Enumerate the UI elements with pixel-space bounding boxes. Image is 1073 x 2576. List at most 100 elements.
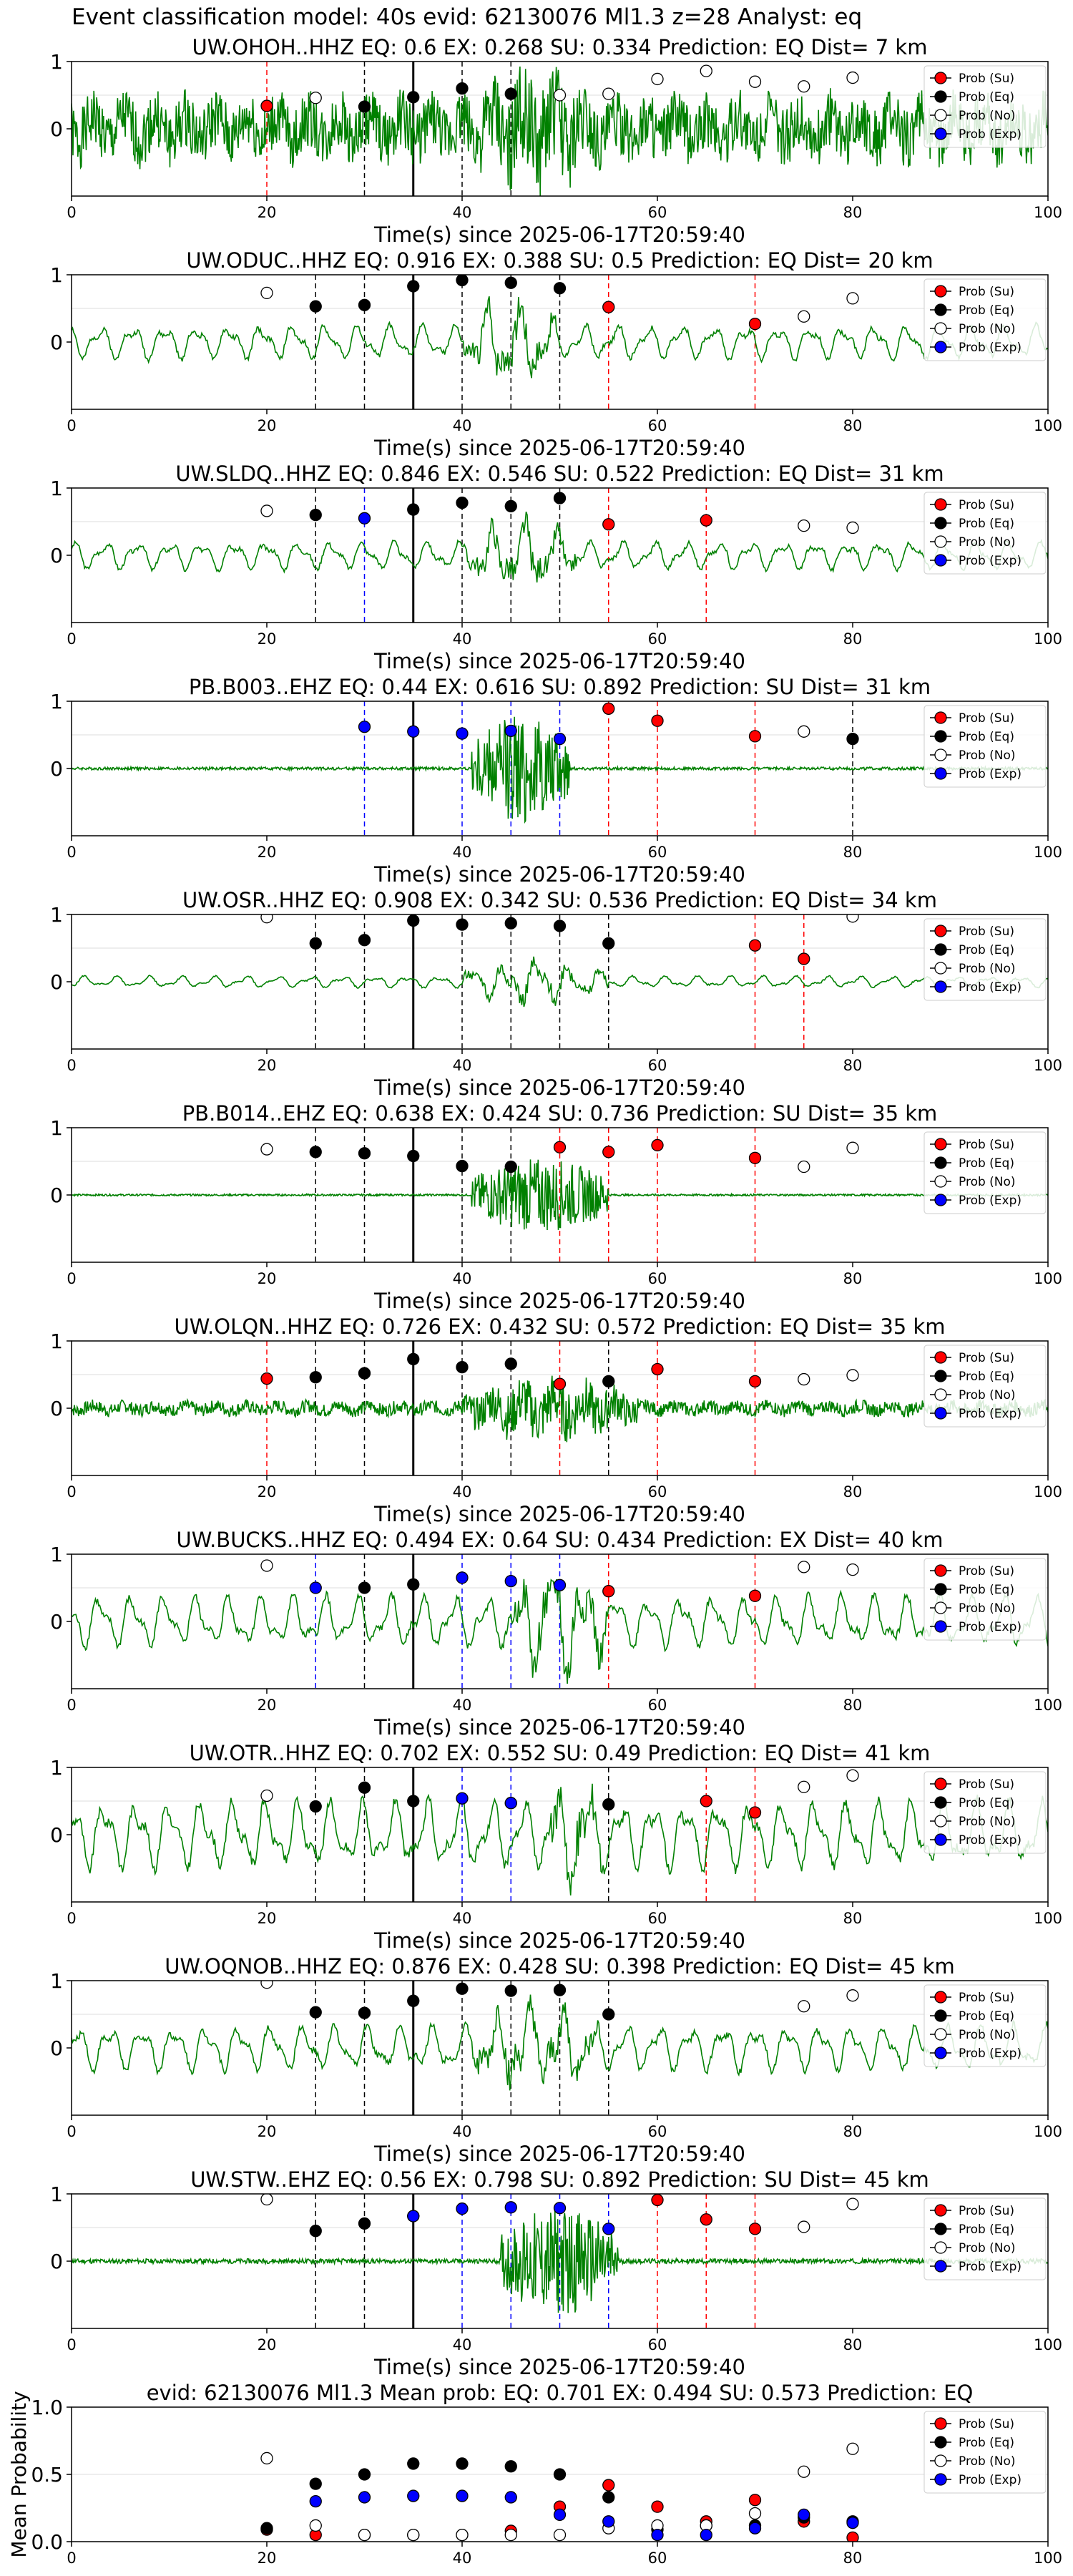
prob-no-point xyxy=(748,75,762,88)
y-tick-label: 1 xyxy=(50,903,63,927)
axes-frame xyxy=(71,1767,1049,1903)
legend: Prob (Su) Prob (Eq) Prob (No) Prob (Exp) xyxy=(923,918,1047,1001)
prob-su-point xyxy=(748,2223,762,2235)
prob-exp-point xyxy=(358,2491,371,2504)
legend-marker-exp xyxy=(934,554,947,567)
prob-eq-point xyxy=(407,1795,420,1807)
legend-label-exp: Prob (Exp) xyxy=(959,127,1021,142)
prob-exp-point xyxy=(358,512,371,525)
legend-marker-eq xyxy=(934,1370,947,1382)
prob-su-point xyxy=(748,1589,762,1602)
legend-marker-su xyxy=(934,711,947,724)
prob-eq-point xyxy=(358,100,371,113)
prob-exp-point xyxy=(456,2489,469,2502)
legend-label-no: Prob (No) xyxy=(959,1388,1016,1402)
x-tick-label: 80 xyxy=(843,1697,863,1714)
prob-exp-point xyxy=(456,727,469,740)
legend-label-su: Prob (Su) xyxy=(959,711,1014,726)
y-tick-label: 0 xyxy=(50,117,63,141)
prob-su-point xyxy=(260,99,273,112)
prob-eq-point xyxy=(358,1581,371,1594)
prob-exp-point xyxy=(407,725,420,738)
prob-eq-point xyxy=(553,492,567,504)
x-tick-label: 0 xyxy=(67,2123,76,2140)
prob-su-point xyxy=(651,1138,664,1152)
seismic-waveform xyxy=(72,716,1048,824)
prob-no-point xyxy=(798,2000,810,2013)
prob-eq-point xyxy=(309,937,322,950)
prob-no-point xyxy=(798,1561,810,1574)
panel-1: UW.OHOH..HHZ EQ: 0.6 EX: 0.268 SU: 0.334… xyxy=(50,35,1062,247)
x-tick-label: 100 xyxy=(1034,2336,1062,2353)
prob-eq-point xyxy=(602,937,615,950)
x-tick-label: 60 xyxy=(648,844,667,861)
legend-marker-no xyxy=(934,962,947,975)
prob-no-point xyxy=(846,1563,859,1576)
panel-title: UW.OSR..HHZ EQ: 0.908 EX: 0.342 SU: 0.53… xyxy=(182,888,937,912)
x-tick-label: 0 xyxy=(67,844,76,861)
prob-eq-point xyxy=(504,499,517,513)
prob-no-point xyxy=(358,2528,371,2542)
x-tick-label: 80 xyxy=(843,1270,863,1287)
panel-title: UW.OLQN..HHZ EQ: 0.726 EX: 0.432 SU: 0.5… xyxy=(174,1314,945,1339)
x-tick-label: 20 xyxy=(258,2550,277,2567)
prob-eq-point xyxy=(309,1371,322,1384)
seismic-waveform xyxy=(72,956,1048,1008)
x-tick-label: 40 xyxy=(453,1270,472,1287)
y-axis-label: Mean Probability xyxy=(7,2391,31,2557)
legend-label-eq: Prob (Eq) xyxy=(959,2436,1014,2450)
x-tick-label: 0 xyxy=(67,2550,76,2567)
x-tick-label: 80 xyxy=(843,2550,863,2567)
x-tick-label: 80 xyxy=(843,1483,863,1501)
legend-label-exp: Prob (Exp) xyxy=(959,341,1021,355)
prob-eq-point xyxy=(456,1159,469,1173)
legend-label-eq: Prob (Eq) xyxy=(959,1583,1014,1597)
x-tick-label: 20 xyxy=(258,204,277,221)
prob-eq-point xyxy=(309,2477,322,2490)
legend-marker-no xyxy=(934,1175,947,1188)
prob-eq-point xyxy=(602,1798,615,1811)
x-tick-label: 40 xyxy=(453,630,472,648)
legend-label-no: Prob (No) xyxy=(959,2241,1016,2255)
legend-label-eq: Prob (Eq) xyxy=(959,517,1014,531)
panel-title: PB.B014..EHZ EQ: 0.638 EX: 0.424 SU: 0.7… xyxy=(182,1101,938,1126)
prob-su-point xyxy=(602,1585,615,1598)
prob-exp-point xyxy=(456,1571,469,1584)
legend-marker-eq xyxy=(934,1156,947,1169)
legend-marker-exp xyxy=(934,767,947,780)
legend: Prob (Su) Prob (Eq) Prob (No) Prob (Exp) xyxy=(923,492,1047,575)
legend-label-eq: Prob (Eq) xyxy=(959,1156,1014,1171)
x-tick-label: 60 xyxy=(648,1483,667,1501)
x-axis-label: Time(s) since 2025-06-17T20:59:40 xyxy=(373,649,745,673)
prob-no-point xyxy=(260,504,273,517)
legend-marker-exp xyxy=(934,127,947,140)
prob-no-point xyxy=(798,1372,810,1386)
legend-marker-no xyxy=(934,1815,947,1828)
prob-eq-point xyxy=(456,1361,469,1374)
prob-no-point xyxy=(846,1141,859,1154)
prob-su-point xyxy=(651,714,664,727)
panel-title: UW.STW..EHZ EQ: 0.56 EX: 0.798 SU: 0.892… xyxy=(190,2167,929,2192)
panel-title: PB.B003..EHZ EQ: 0.44 EX: 0.616 SU: 0.89… xyxy=(189,675,931,699)
prob-eq-point xyxy=(407,91,420,104)
prob-exp-point xyxy=(602,2223,615,2235)
prob-no-point xyxy=(846,1769,859,1782)
legend-label-eq: Prob (Eq) xyxy=(959,1370,1014,1384)
x-axis-label: Time(s) since 2025-06-17T20:59:40 xyxy=(373,1075,745,1100)
y-tick-label: 0 xyxy=(50,1397,63,1420)
x-axis-label: Time(s) since 2025-06-17T20:59:40 xyxy=(373,1502,745,1526)
legend-marker-su xyxy=(934,1564,947,1577)
legend-label-no: Prob (No) xyxy=(959,1815,1016,1829)
seismic-waveform xyxy=(72,1783,1048,1896)
seismic-waveform xyxy=(72,1159,1048,1231)
legend-label-su: Prob (Su) xyxy=(959,924,1014,939)
legend-marker-eq xyxy=(934,730,947,743)
prob-eq-point xyxy=(504,917,517,930)
prob-no-point xyxy=(651,72,664,86)
x-tick-label: 20 xyxy=(258,844,277,861)
prob-eq-point xyxy=(309,1146,322,1158)
prob-eq-point xyxy=(309,1800,322,1813)
x-axis-label: Time(s) since 2025-06-17T20:59:40 xyxy=(373,436,745,460)
legend-label-su: Prob (Su) xyxy=(959,285,1014,299)
legend: Prob (Su) Prob (Eq) Prob (No) Prob (Exp) xyxy=(923,278,1047,361)
